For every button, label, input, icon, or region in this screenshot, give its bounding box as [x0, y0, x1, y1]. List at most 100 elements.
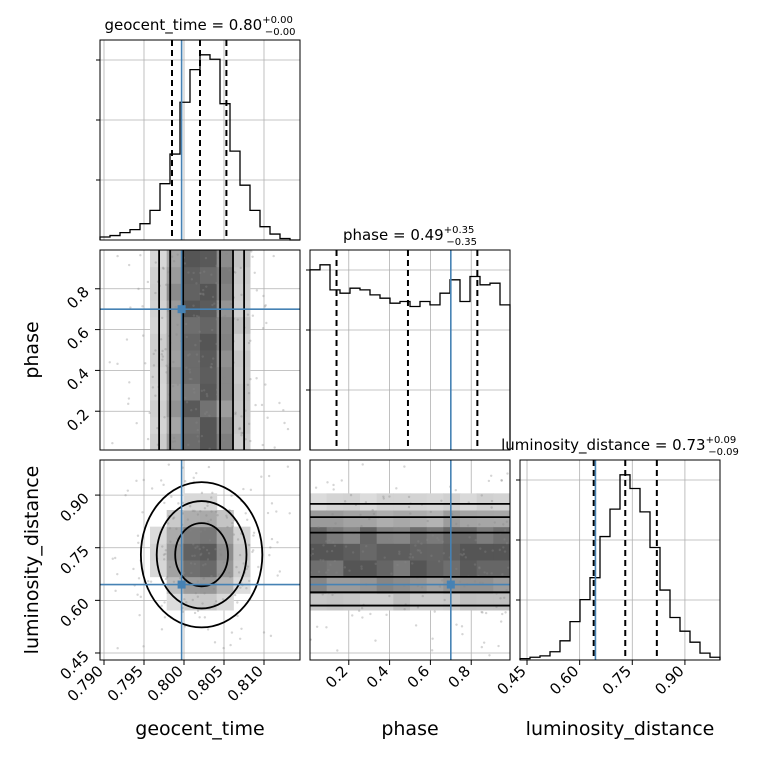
- sample-point: [333, 544, 337, 547]
- sample-point: [330, 549, 334, 553]
- sample-point: [175, 527, 178, 531]
- sample-point: [360, 565, 363, 568]
- sample-point: [325, 626, 328, 629]
- sample-point: [473, 563, 477, 566]
- sample-point: [246, 313, 250, 316]
- sample-point: [253, 271, 256, 274]
- density-cell: [310, 560, 328, 578]
- sample-point: [466, 524, 470, 527]
- sample-point: [239, 586, 242, 589]
- sample-point: [202, 577, 205, 580]
- panel-frame: [309, 249, 511, 451]
- sample-point: [135, 421, 138, 425]
- sample-point: [215, 282, 218, 285]
- contour-line: [182, 250, 221, 450]
- tick-label-y-phase: 0.8: [63, 283, 93, 313]
- density-cell: [493, 510, 511, 528]
- sample-point: [314, 486, 318, 489]
- sample-point: [249, 377, 252, 381]
- density-cell: [166, 593, 184, 611]
- sample-point: [344, 545, 348, 548]
- sample-point: [230, 631, 234, 634]
- sample-point: [480, 645, 484, 649]
- sample-point: [138, 613, 141, 617]
- sample-point: [441, 579, 444, 582]
- sample-point: [315, 625, 319, 628]
- sample-point: [208, 447, 211, 451]
- sample-point: [455, 623, 458, 626]
- sample-point: [324, 571, 328, 574]
- sample-point: [426, 538, 429, 542]
- sample-point: [164, 283, 168, 286]
- sample-point: [252, 534, 255, 537]
- sample-point: [221, 315, 225, 319]
- sample-point: [488, 654, 491, 657]
- density-cell: [183, 383, 201, 401]
- sample-point: [205, 285, 208, 288]
- sample-point: [416, 606, 420, 609]
- sample-point: [438, 585, 442, 588]
- sample-point: [254, 403, 257, 407]
- sample-point: [217, 256, 220, 260]
- sample-point: [262, 294, 265, 298]
- sample-point: [190, 571, 193, 575]
- sample-point: [216, 310, 219, 313]
- sample-point: [221, 419, 225, 422]
- sample-point: [113, 556, 117, 560]
- sample-point: [116, 647, 119, 650]
- sample-point: [348, 569, 351, 572]
- sample-point: [484, 611, 488, 615]
- sample-point: [272, 254, 275, 258]
- sample-point: [222, 646, 225, 650]
- sample-point: [193, 554, 196, 557]
- tick-label-y-phase: 0.6: [63, 324, 93, 354]
- sample-point: [458, 580, 462, 584]
- sample-point: [238, 427, 242, 431]
- sample-point: [249, 339, 252, 342]
- sample-point: [192, 314, 196, 317]
- sample-point: [242, 562, 245, 565]
- sample-point: [172, 580, 176, 584]
- density-cell: [233, 416, 251, 434]
- density-cell: [476, 593, 494, 611]
- density-cell: [183, 366, 201, 384]
- sample-point: [207, 520, 210, 523]
- sample-point: [211, 303, 214, 307]
- sample-point: [440, 499, 443, 502]
- density-cell: [476, 560, 494, 578]
- sample-point: [206, 628, 210, 631]
- sample-point: [219, 548, 222, 551]
- sample-point: [149, 580, 153, 583]
- sample-point: [127, 402, 130, 406]
- density-cell: [393, 510, 411, 528]
- sample-point: [185, 401, 189, 404]
- sample-point: [493, 521, 496, 524]
- sample-point: [240, 627, 243, 630]
- sample-point: [441, 540, 445, 543]
- sample-point: [228, 269, 231, 272]
- sample-point: [161, 349, 164, 353]
- sample-point: [416, 549, 420, 552]
- density-cell: [183, 433, 201, 451]
- sample-point: [195, 314, 199, 318]
- sample-point: [234, 411, 237, 414]
- sample-point: [409, 553, 412, 556]
- sample-point: [196, 513, 200, 516]
- contour-line: [174, 522, 229, 588]
- sample-point: [167, 522, 170, 525]
- xlabel-phase: phase: [381, 718, 438, 740]
- panel-frame: [99, 39, 301, 241]
- sample-point: [503, 550, 507, 553]
- sample-point: [136, 593, 139, 596]
- sample-point: [200, 552, 203, 556]
- density-cell: [426, 493, 444, 511]
- density-cell: [443, 493, 461, 511]
- density-cell: [150, 543, 168, 561]
- sample-point: [164, 549, 168, 552]
- sample-point: [325, 550, 329, 553]
- sample-point: [168, 527, 172, 530]
- sample-point: [403, 584, 406, 588]
- sample-point: [229, 394, 233, 397]
- sample-point: [266, 511, 270, 515]
